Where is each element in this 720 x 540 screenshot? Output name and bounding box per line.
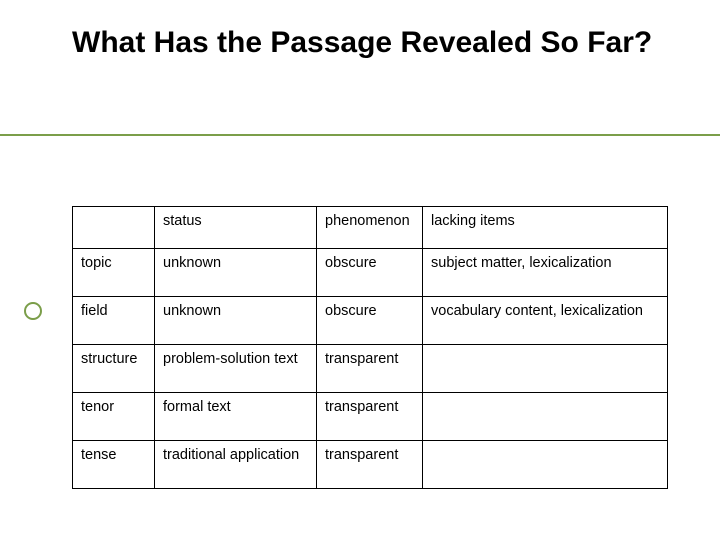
cell: unknown [155,249,317,297]
cell: obscure [317,297,423,345]
analysis-table-container: status phenomenon lacking items topic un… [72,206,667,489]
analysis-table: status phenomenon lacking items topic un… [72,206,668,489]
header-cell: status [155,207,317,249]
cell: problem-solution text [155,345,317,393]
row-label: topic [73,249,155,297]
table-row: topic unknown obscure subject matter, le… [73,249,668,297]
table-row: field unknown obscure vocabulary content… [73,297,668,345]
table-row: structure problem-solution text transpar… [73,345,668,393]
table-row: tenor formal text transparent [73,393,668,441]
slide: What Has the Passage Revealed So Far? st… [0,0,720,540]
cell: vocabulary content, lexicalization [423,297,668,345]
row-label: tenor [73,393,155,441]
cell [423,441,668,489]
cell: traditional application [155,441,317,489]
cell: transparent [317,345,423,393]
cell: subject matter, lexicalization [423,249,668,297]
cell: unknown [155,297,317,345]
cell: transparent [317,393,423,441]
row-label: structure [73,345,155,393]
cell: formal text [155,393,317,441]
page-title: What Has the Passage Revealed So Far? [72,26,668,61]
cell [423,345,668,393]
cell: transparent [317,441,423,489]
row-label: tense [73,441,155,489]
bullet-icon [24,302,42,320]
cell [423,393,668,441]
row-label: field [73,297,155,345]
title-underline [0,134,720,136]
header-cell [73,207,155,249]
header-cell: lacking items [423,207,668,249]
header-cell: phenomenon [317,207,423,249]
cell: obscure [317,249,423,297]
table-row: tense traditional application transparen… [73,441,668,489]
table-header-row: status phenomenon lacking items [73,207,668,249]
